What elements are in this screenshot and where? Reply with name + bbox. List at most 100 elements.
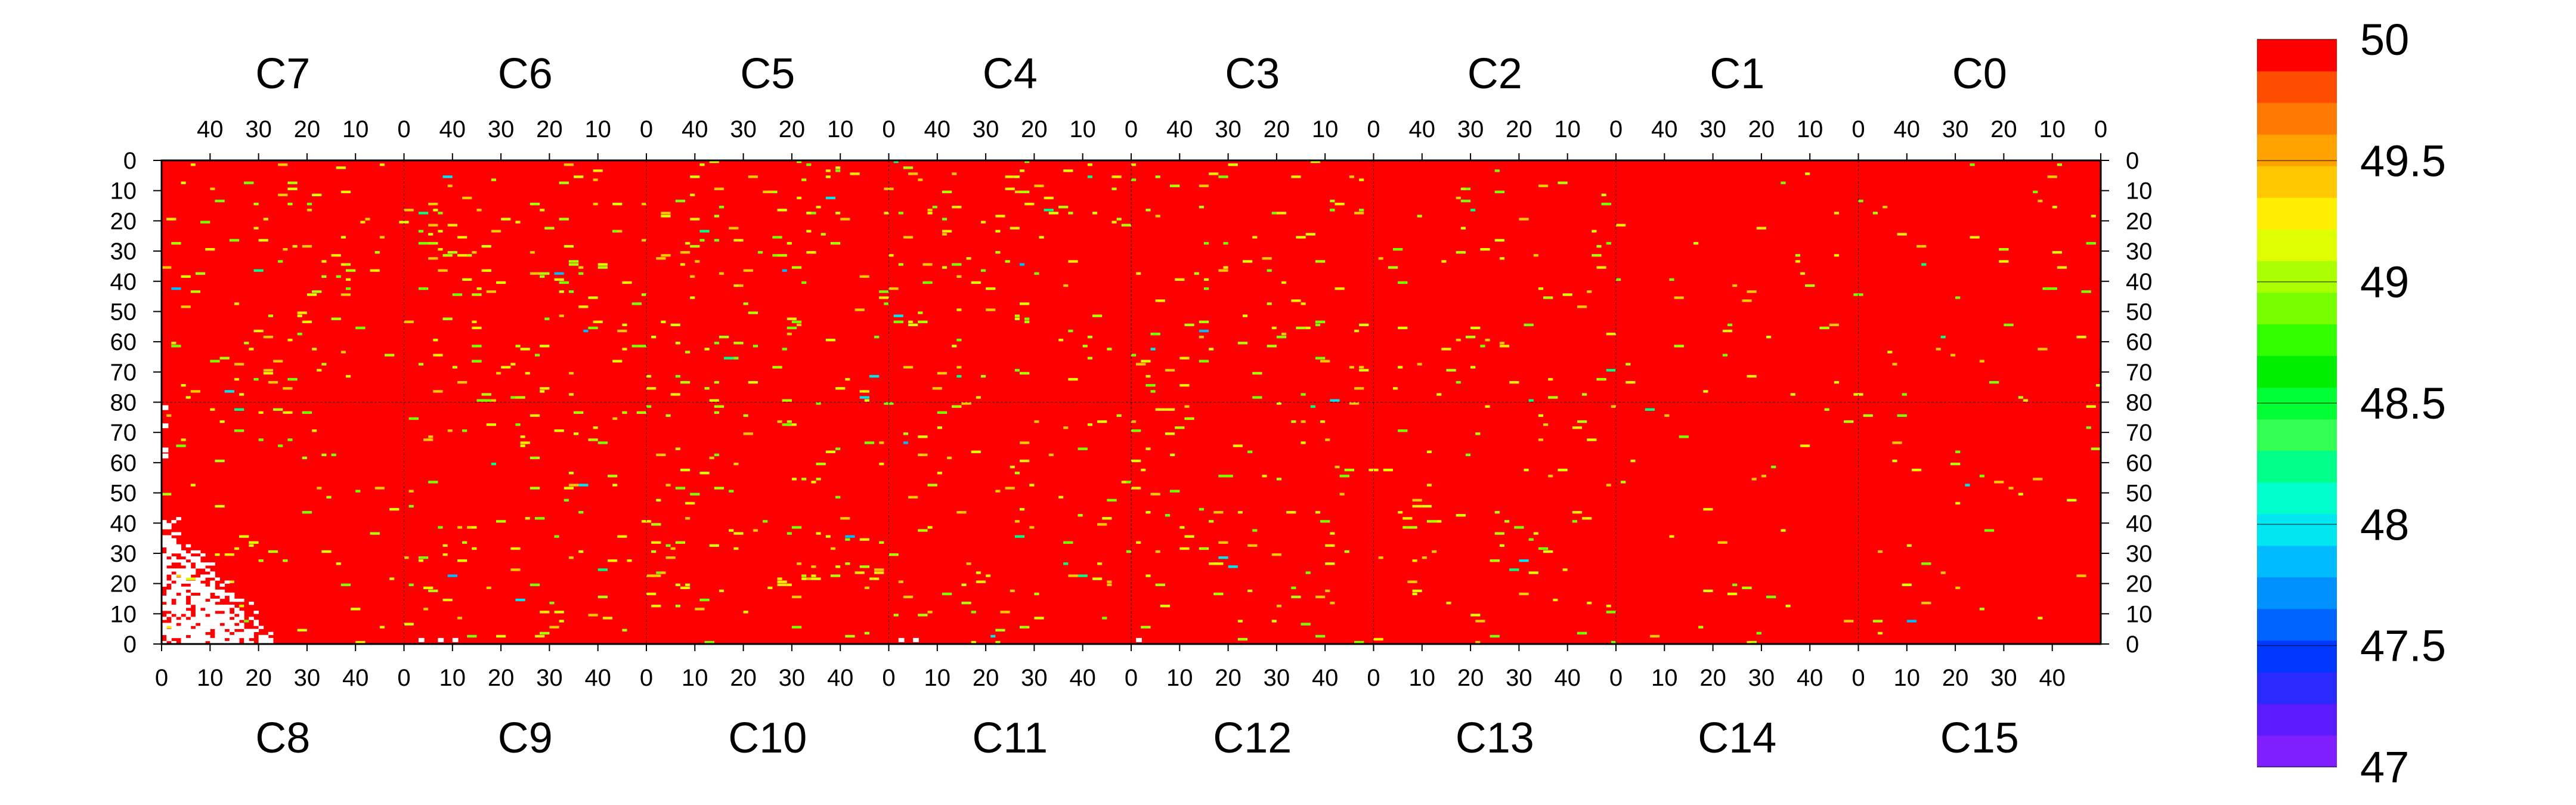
anomaly-cell bbox=[1199, 360, 1209, 363]
anomaly-cell bbox=[651, 335, 657, 339]
anomaly-cell bbox=[767, 586, 773, 589]
module-label-bottom: C11 bbox=[972, 714, 1048, 762]
top-tick-label: 10 bbox=[342, 116, 369, 143]
anomaly-cell bbox=[317, 487, 322, 490]
anomaly-cell bbox=[918, 311, 923, 314]
anomaly-cell bbox=[253, 329, 264, 333]
anomaly-cell bbox=[306, 202, 312, 206]
colorbar-band bbox=[2257, 671, 2337, 704]
missing-cell bbox=[185, 605, 191, 608]
anomaly-cell bbox=[374, 487, 385, 490]
anomaly-cell bbox=[1024, 202, 1035, 206]
anomaly-cell bbox=[1058, 339, 1064, 342]
missing-cell bbox=[210, 608, 215, 611]
missing-cell bbox=[229, 634, 235, 639]
bottom-tick-label: 0 bbox=[1125, 665, 1138, 691]
anomaly-cell bbox=[845, 538, 850, 541]
anomaly-cell bbox=[952, 345, 957, 348]
anomaly-cell bbox=[1892, 363, 1897, 366]
missing-cell bbox=[171, 520, 177, 524]
anomaly-cell bbox=[690, 175, 700, 178]
missing-cell bbox=[200, 640, 206, 645]
anomaly-cell bbox=[825, 535, 831, 538]
top-tick-label: 10 bbox=[827, 116, 854, 143]
anomaly-cell bbox=[1795, 260, 1800, 263]
missing-cell bbox=[239, 614, 244, 617]
anomaly-cell bbox=[185, 577, 196, 580]
anomaly-cell bbox=[709, 456, 714, 460]
anomaly-cell bbox=[932, 206, 937, 209]
anomaly-cell bbox=[190, 290, 201, 293]
colorbar-tick-label: 49 bbox=[2360, 258, 2409, 307]
colorbar-band bbox=[2257, 103, 2337, 135]
missing-cell bbox=[210, 583, 215, 587]
missing-cell bbox=[166, 628, 172, 632]
anomaly-cell bbox=[442, 254, 453, 257]
anomaly-cell bbox=[1606, 611, 1616, 614]
anomaly-cell bbox=[297, 332, 302, 336]
missing-cell bbox=[219, 589, 225, 593]
anomaly-cell bbox=[1107, 583, 1112, 586]
anomaly-cell bbox=[1587, 602, 1592, 605]
anomaly-cell bbox=[1514, 526, 1524, 529]
anomaly-cell bbox=[801, 574, 807, 577]
anomaly-cell bbox=[825, 169, 831, 172]
anomaly-cell bbox=[1107, 499, 1117, 502]
bottom-tick-label: 40 bbox=[1312, 665, 1339, 691]
missing-cell bbox=[210, 640, 215, 645]
anomaly-cell bbox=[631, 345, 637, 348]
anomaly-cell bbox=[428, 242, 438, 245]
anomaly-cell bbox=[1199, 184, 1209, 187]
missing-cell bbox=[171, 577, 177, 581]
missing-cell bbox=[162, 553, 167, 557]
anomaly-cell bbox=[496, 281, 506, 284]
anomaly-cell bbox=[2038, 199, 2043, 203]
missing-cell bbox=[162, 605, 167, 608]
anomaly-cell bbox=[1587, 290, 1592, 293]
anomaly-cell bbox=[1150, 390, 1156, 393]
anomaly-cell bbox=[345, 374, 351, 378]
anomaly-cell bbox=[976, 396, 981, 399]
anomaly-cell bbox=[389, 507, 400, 511]
anomaly-cell bbox=[1456, 196, 1461, 200]
anomaly-cell bbox=[1626, 363, 1631, 366]
anomaly-cell bbox=[1276, 335, 1287, 339]
missing-cell bbox=[224, 634, 230, 639]
anomaly-cell bbox=[1800, 272, 1806, 275]
anomaly-cell bbox=[1378, 556, 1383, 559]
anomaly-cell bbox=[1310, 160, 1321, 163]
anomaly-cell bbox=[1145, 209, 1151, 212]
anomaly-cell bbox=[835, 565, 841, 568]
anomaly-cell bbox=[1398, 510, 1403, 514]
anomaly-cell bbox=[811, 574, 816, 577]
anomaly-cell bbox=[986, 287, 996, 290]
missing-cell bbox=[249, 640, 254, 645]
missing-cell bbox=[166, 568, 172, 572]
bottom-tick-label: 20 bbox=[1215, 665, 1241, 691]
anomaly-cell bbox=[1034, 592, 1039, 596]
colorbar-band bbox=[2257, 324, 2337, 357]
anomaly-cell bbox=[1359, 178, 1364, 181]
anomaly-cell bbox=[491, 230, 501, 233]
anomaly-cell bbox=[665, 484, 671, 487]
missing-cell bbox=[210, 589, 215, 593]
anomaly-cell bbox=[568, 484, 579, 487]
anomaly-cell bbox=[1902, 393, 1907, 396]
missing-cell bbox=[263, 634, 269, 639]
missing-cell bbox=[185, 562, 191, 566]
missing-cell bbox=[171, 628, 177, 632]
anomaly-cell bbox=[986, 308, 996, 311]
anomaly-cell bbox=[661, 571, 666, 574]
missing-cell bbox=[210, 574, 215, 578]
anomaly-cell bbox=[438, 269, 448, 272]
anomaly-cell bbox=[685, 351, 691, 354]
anomaly-cell bbox=[743, 611, 748, 614]
anomaly-cell bbox=[888, 254, 894, 257]
module-label-top: C6 bbox=[498, 50, 553, 98]
missing-cell bbox=[185, 580, 191, 584]
bottom-tick-label: 30 bbox=[1990, 665, 2017, 691]
anomaly-cell bbox=[1199, 335, 1204, 339]
missing-cell bbox=[210, 562, 215, 566]
